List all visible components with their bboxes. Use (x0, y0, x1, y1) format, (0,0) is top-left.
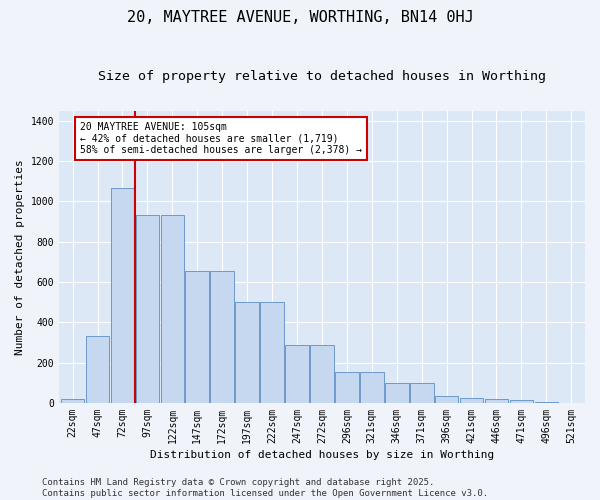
Bar (435, 396, 458, 403)
Text: Contains HM Land Registry data © Crown copyright and database right 2025.
Contai: Contains HM Land Registry data © Crown c… (42, 478, 488, 498)
Bar (110, 188, 134, 403)
Bar (535, 402, 558, 403)
Text: 20, MAYTREE AVENUE, WORTHING, BN14 0HJ: 20, MAYTREE AVENUE, WORTHING, BN14 0HJ (127, 10, 473, 25)
Bar (161, 216, 184, 403)
Y-axis label: Number of detached properties: Number of detached properties (15, 159, 25, 354)
Bar (335, 372, 359, 403)
X-axis label: Distribution of detached houses by size in Worthing: Distribution of detached houses by size … (150, 450, 494, 460)
Bar (260, 302, 284, 403)
Bar (86, 336, 109, 403)
Bar (509, 400, 533, 403)
Bar (360, 372, 383, 403)
Bar (136, 216, 159, 403)
Bar (185, 271, 209, 403)
Bar (211, 271, 234, 403)
Bar (485, 399, 508, 403)
Bar (460, 398, 484, 403)
Bar (235, 302, 259, 403)
Text: 20 MAYTREE AVENUE: 105sqm
← 42% of detached houses are smaller (1,719)
58% of se: 20 MAYTREE AVENUE: 105sqm ← 42% of detac… (80, 122, 362, 155)
Bar (285, 346, 309, 403)
Bar (61, 399, 85, 403)
Title: Size of property relative to detached houses in Worthing: Size of property relative to detached ho… (98, 70, 546, 83)
Bar (385, 383, 409, 403)
Bar (310, 346, 334, 403)
Bar (410, 383, 434, 403)
